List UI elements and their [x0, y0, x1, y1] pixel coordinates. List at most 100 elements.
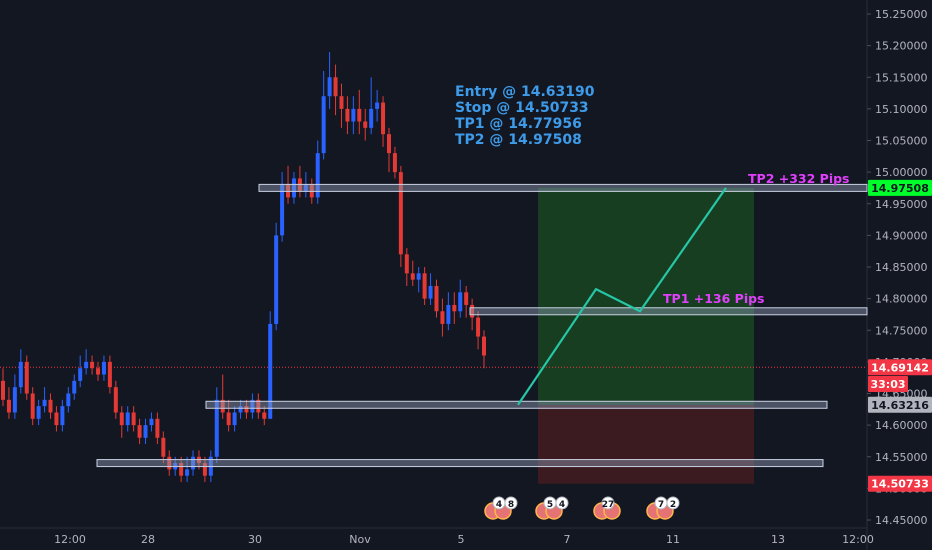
candle-body[interactable]: [280, 184, 285, 236]
candle-body[interactable]: [36, 406, 41, 419]
y-tick-label: 15.10000: [875, 103, 928, 116]
candle-body[interactable]: [48, 399, 53, 413]
candle-body[interactable]: [428, 285, 433, 299]
candle-body[interactable]: [66, 393, 71, 407]
candle-body[interactable]: [155, 418, 160, 438]
candle-body[interactable]: [398, 172, 403, 255]
level-tp1[interactable]: [469, 307, 868, 316]
candle-body[interactable]: [363, 121, 368, 128]
x-tick-label: 11: [666, 533, 680, 546]
candle-body[interactable]: [1, 380, 5, 400]
candle-body[interactable]: [18, 361, 23, 388]
candle-body[interactable]: [54, 412, 59, 426]
candle-body[interactable]: [101, 361, 106, 375]
candle-body[interactable]: [238, 406, 243, 413]
loss-zone[interactable]: [538, 404, 754, 484]
candle-body[interactable]: [214, 399, 219, 457]
candle-body[interactable]: [470, 304, 475, 318]
candle-body[interactable]: [60, 406, 65, 426]
candle-body[interactable]: [161, 437, 166, 457]
y-tick-label: 14.80000: [875, 293, 928, 306]
candle-body[interactable]: [191, 456, 196, 470]
candle-body[interactable]: [291, 178, 296, 198]
event-count: 27: [602, 500, 615, 510]
level-entry[interactable]: [205, 400, 828, 409]
profit-zone[interactable]: [538, 187, 754, 405]
candle-body[interactable]: [392, 153, 397, 173]
candle-body[interactable]: [113, 387, 118, 413]
event-count: 8: [508, 500, 514, 510]
candle-body[interactable]: [315, 153, 320, 198]
candle-body[interactable]: [274, 235, 279, 324]
candle-body[interactable]: [119, 412, 124, 426]
candle-body[interactable]: [42, 399, 47, 407]
candle-body[interactable]: [404, 254, 409, 274]
candle-body[interactable]: [303, 184, 308, 192]
candle-body[interactable]: [24, 361, 29, 394]
candle-body[interactable]: [434, 285, 439, 312]
candle-body[interactable]: [84, 361, 89, 369]
candle-body[interactable]: [6, 399, 11, 413]
candle-body[interactable]: [72, 380, 77, 394]
level-tp2[interactable]: [258, 183, 868, 192]
candle-body[interactable]: [458, 292, 463, 312]
candle-body[interactable]: [440, 311, 445, 324]
candle-body[interactable]: [369, 108, 374, 128]
candle-body[interactable]: [262, 412, 267, 419]
candle-body[interactable]: [416, 273, 421, 280]
candle-body[interactable]: [179, 463, 184, 476]
candle-body[interactable]: [90, 361, 95, 369]
candle-body[interactable]: [125, 412, 130, 426]
candle-body[interactable]: [386, 134, 391, 154]
candle-body[interactable]: [107, 361, 112, 388]
candle-body[interactable]: [256, 399, 261, 413]
candle-body[interactable]: [422, 273, 427, 299]
candle-body[interactable]: [339, 96, 344, 109]
candle-body[interactable]: [482, 336, 486, 356]
candle-body[interactable]: [268, 323, 273, 419]
y-tick-label: 15.15000: [875, 71, 928, 84]
candle-body[interactable]: [464, 292, 469, 305]
y-tick-label: 14.60000: [875, 419, 928, 432]
candle-body[interactable]: [452, 304, 457, 312]
candle-body[interactable]: [381, 102, 386, 135]
candle-body[interactable]: [96, 368, 101, 375]
candle-body[interactable]: [143, 425, 148, 438]
candle-body[interactable]: [446, 304, 451, 324]
entry-note-line: Stop @ 14.50733: [455, 100, 589, 116]
y-tick-label: 14.45000: [875, 514, 928, 527]
candle-body[interactable]: [410, 273, 415, 280]
candle-body[interactable]: [220, 399, 225, 413]
candle-body[interactable]: [333, 77, 338, 97]
candle-body[interactable]: [244, 406, 249, 413]
candle-body[interactable]: [375, 102, 380, 109]
candle-body[interactable]: [131, 412, 136, 426]
projection-path[interactable]: [517, 187, 727, 406]
candle-body[interactable]: [321, 96, 326, 154]
candle-body[interactable]: [250, 399, 255, 413]
candle-body[interactable]: [202, 463, 207, 476]
candle-body[interactable]: [351, 108, 356, 122]
candle-body[interactable]: [357, 108, 362, 122]
candle-body[interactable]: [476, 317, 481, 337]
price-tag-label: 14.97508: [871, 182, 929, 195]
candle-body[interactable]: [12, 387, 17, 413]
candle-body[interactable]: [327, 77, 332, 97]
candle-body[interactable]: [30, 393, 35, 419]
candle-body[interactable]: [149, 418, 154, 426]
candle-body[interactable]: [137, 425, 142, 438]
candle-body[interactable]: [167, 456, 172, 470]
x-tick-label: 28: [141, 533, 155, 546]
event-count-icon: [555, 496, 569, 510]
candle-body[interactable]: [185, 469, 190, 476]
candle-body[interactable]: [232, 412, 237, 426]
y-tick-label: 15.20000: [875, 40, 928, 53]
level-stop-support[interactable]: [96, 459, 824, 468]
y-tick-label: 15.00000: [875, 166, 928, 179]
event-count: 2: [670, 500, 676, 510]
candle-body[interactable]: [226, 412, 231, 426]
candle-body[interactable]: [78, 368, 83, 381]
candle-body[interactable]: [345, 108, 350, 122]
